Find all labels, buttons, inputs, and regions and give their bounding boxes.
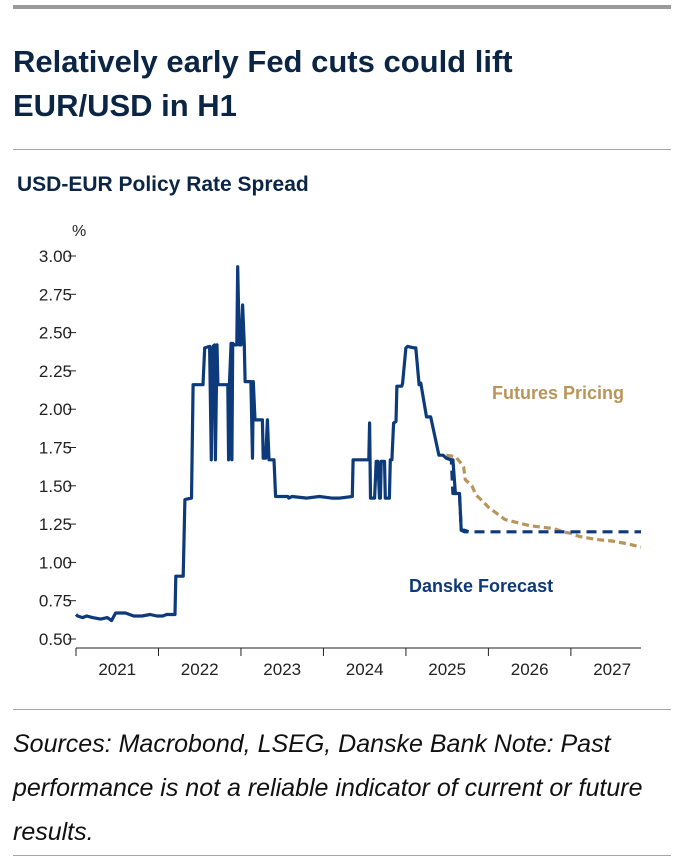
y-tick-label: 2.00 xyxy=(39,400,72,419)
x-tick-label: 2027 xyxy=(593,660,631,679)
chart-axes: 3.00 2.75 2.50 2.25 2.00 1.75 1.50 1.25 1.00 0.75… xyxy=(39,247,641,679)
y-tick-label: 1.00 xyxy=(39,553,72,572)
y-tick-label: 2.25 xyxy=(39,362,72,381)
sources-footnote: Sources: Macrobond, LSEG, Danske Bank No… xyxy=(13,730,643,846)
x-tick-label: 2025 xyxy=(428,660,466,679)
x-tick-label: 2021 xyxy=(98,660,136,679)
y-tick-label: 0.75 xyxy=(39,592,72,611)
series-line-history xyxy=(74,265,470,623)
futures-pricing-annotation: Futures Pricing xyxy=(492,383,624,403)
x-tick-label: 2022 xyxy=(181,660,219,679)
y-tick-label: 2.75 xyxy=(39,285,72,304)
series-line-danske-forecast xyxy=(445,456,641,534)
headline: Relatively early Fed cuts could lift EUR… xyxy=(13,44,513,123)
y-tick-label: 1.25 xyxy=(39,515,72,534)
y-tick-label: 1.50 xyxy=(39,477,72,496)
headline-divider xyxy=(13,149,671,150)
x-tick-label: 2024 xyxy=(346,660,384,679)
x-tick-label: 2023 xyxy=(263,660,301,679)
top-accent-bar xyxy=(13,5,671,9)
bottom-divider xyxy=(13,855,671,856)
chart-divider xyxy=(13,709,671,710)
y-tick-label: 1.75 xyxy=(39,439,72,458)
danske-forecast-annotation: Danske Forecast xyxy=(409,576,553,596)
y-tick-label: 3.00 xyxy=(39,247,72,266)
y-axis-unit-label: % xyxy=(72,223,86,240)
x-tick-label: 2026 xyxy=(511,660,549,679)
y-tick-label: 2.50 xyxy=(39,324,72,343)
y-tick-label: 0.50 xyxy=(39,630,72,649)
chart-series xyxy=(74,265,642,623)
chart-title: USD-EUR Policy Rate Spread xyxy=(17,173,309,196)
series-line-futures-pricing xyxy=(446,453,642,549)
